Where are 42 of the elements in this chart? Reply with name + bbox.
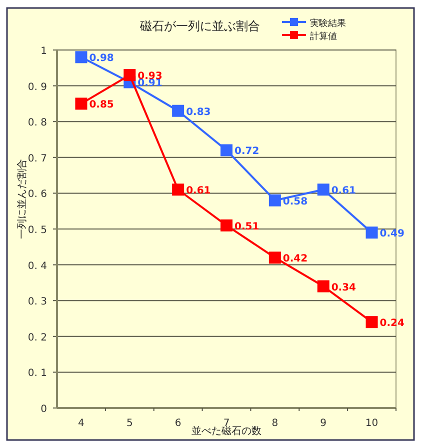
- data-label: 0.49: [380, 228, 404, 240]
- point: [124, 69, 136, 82]
- x-tick-label: 4: [78, 418, 84, 429]
- y-tick-label: 0. 6: [28, 189, 47, 200]
- y-tick-label: 0. 2: [28, 332, 47, 344]
- data-label: 0.72: [234, 146, 260, 158]
- chart-title: 磁石が一列に並ぶ割合: [139, 19, 260, 33]
- data-label: 0.98: [89, 53, 114, 64]
- point: [366, 316, 378, 328]
- point: [172, 104, 184, 117]
- data-label: 0.24: [380, 318, 404, 330]
- x-tick-label: 8: [272, 418, 278, 429]
- data-label: 0.83: [186, 106, 211, 118]
- y-tick-label: 0. 3: [28, 296, 47, 308]
- data-label: 0.85: [89, 100, 114, 111]
- x-tick-label: 10: [365, 418, 378, 429]
- point: [366, 226, 378, 239]
- y-tick-label: 0. 9: [28, 82, 47, 93]
- y-tick-label: 0. 7: [28, 153, 47, 164]
- point: [220, 144, 232, 156]
- point: [268, 194, 281, 206]
- legend-label: 計算値: [310, 31, 337, 42]
- point: [75, 51, 88, 64]
- y-tick-label: 0. 5: [28, 225, 47, 236]
- y-tick-label: 0. 4: [28, 260, 47, 272]
- point: [317, 184, 330, 196]
- y-tick-label: 0. 1: [28, 368, 47, 380]
- y-tick-label: 1: [40, 46, 47, 57]
- point: [317, 280, 330, 292]
- point: [172, 184, 184, 196]
- x-tick-label: 6: [174, 418, 182, 429]
- y-axis-title: 一列に並んだ割合: [16, 159, 28, 239]
- x-tick-label: 9: [320, 418, 327, 429]
- legend-label: 実験結果: [310, 18, 346, 29]
- point: [268, 252, 281, 264]
- point: [220, 219, 232, 232]
- point: [75, 98, 88, 110]
- x-tick-label: 5: [126, 418, 133, 429]
- y-tick-label: 0. 8: [28, 118, 47, 129]
- y-tick-label: 0: [40, 404, 47, 415]
- data-label: 0.42: [282, 254, 308, 265]
- data-label: 0.34: [331, 282, 356, 294]
